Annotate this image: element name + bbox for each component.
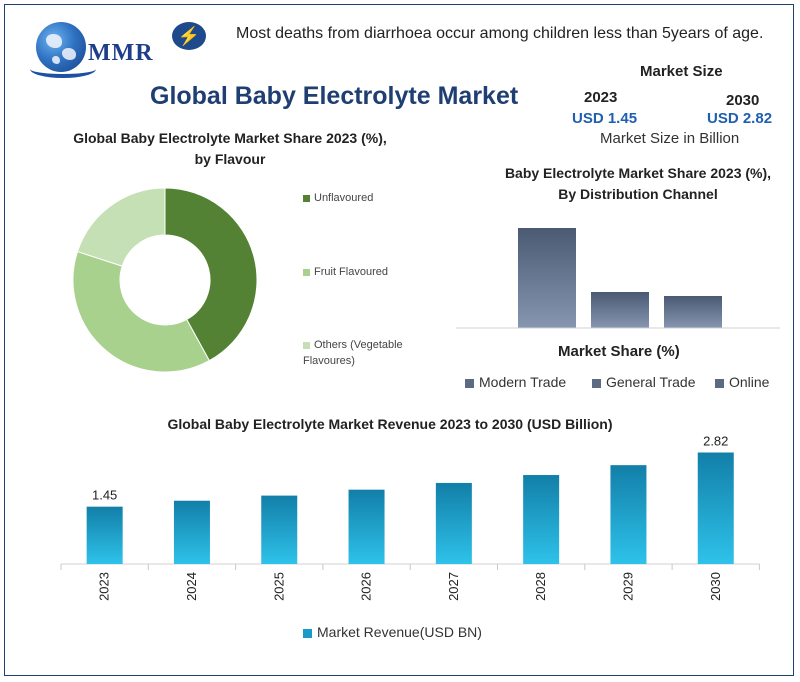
revenue-data-label: 2.82 — [703, 434, 728, 449]
legend-label: Others (Vegetable Flavoures) — [303, 339, 403, 367]
revenue-bar-2023 — [86, 506, 123, 564]
legend-swatch — [303, 341, 310, 349]
donut-slice-1 — [72, 250, 211, 373]
lightning-bolt-icon: ⚡ — [172, 22, 206, 50]
revenue-x-tick-label: 2029 — [620, 572, 635, 601]
revenue-data-label: 1.45 — [92, 488, 117, 503]
page-title: Global Baby Electrolyte Market — [150, 82, 519, 110]
market-size-title: Market Size — [640, 63, 723, 80]
channel-bar-1 — [591, 292, 649, 328]
market-size-year-start: 2023 — [584, 89, 618, 106]
legend-swatch — [303, 268, 310, 276]
revenue-bar-2025 — [261, 495, 298, 564]
logo-swoosh — [30, 60, 96, 78]
revenue-x-tick-label: 2030 — [708, 572, 723, 601]
revenue-legend-label: Market Revenue(USD BN) — [317, 624, 482, 640]
revenue-x-tick-label: 2028 — [533, 572, 548, 601]
channel-bar-0 — [518, 228, 576, 328]
market-size-year-end: 2030 — [726, 92, 760, 109]
revenue-legend-swatch — [303, 628, 312, 638]
revenue-bar-2024 — [173, 500, 210, 564]
revenue-bar-chart: 2023 1.45 2024 2025 2026 2027 2028 2029 2030 2.82 — [60, 434, 760, 601]
revenue-x-tick-label: 2023 — [97, 572, 112, 601]
revenue-x-tick-label: 2027 — [446, 572, 461, 601]
channel-legend-item: General Trade — [592, 374, 696, 390]
flavour-chart-title: Global Baby Electrolyte Market Share 202… — [73, 130, 387, 167]
revenue-legend: Market Revenue(USD BN) — [303, 624, 482, 640]
logo-text: MMR — [88, 40, 154, 66]
channel-bar-2 — [664, 296, 722, 328]
legend-swatch — [465, 378, 474, 388]
market-size-unit-note: Market Size in Billion — [600, 130, 740, 147]
donut-slice-2 — [76, 187, 166, 267]
legend-label: Modern Trade — [479, 374, 567, 390]
revenue-bar-2028 — [523, 475, 560, 564]
revenue-x-tick-label: 2024 — [184, 572, 199, 601]
channel-legend-item: Online — [715, 374, 769, 390]
revenue-x-tick-label: 2026 — [359, 572, 374, 601]
channel-legend-item: Modern Trade — [465, 374, 566, 390]
legend-swatch — [592, 378, 601, 388]
channel-x-axis-label: Market Share (%) — [558, 343, 680, 360]
flavour-legend-item: Others (Vegetable Flavoures) — [303, 337, 413, 369]
revenue-bar-2026 — [348, 489, 385, 564]
legend-label: Fruit Flavoured — [314, 266, 388, 278]
legend-label: General Trade — [606, 374, 696, 390]
donut-slice-0 — [164, 187, 258, 362]
revenue-bar-2030 — [697, 452, 734, 564]
legend-label: Unflavoured — [314, 192, 374, 204]
flavour-legend-item: Unflavoured — [303, 190, 413, 206]
revenue-x-tick-label: 2025 — [271, 572, 286, 601]
revenue-chart-title: Global Baby Electrolyte Market Revenue 2… — [167, 416, 613, 432]
flavour-donut-chart — [72, 187, 258, 373]
flavour-legend-item: Fruit Flavoured — [303, 264, 413, 280]
market-size-value-start: USD 1.45 — [572, 110, 638, 127]
revenue-bar-2027 — [435, 482, 472, 564]
legend-swatch — [715, 378, 724, 388]
channel-bar-chart — [456, 228, 780, 329]
legend-label: Online — [729, 374, 770, 390]
fact-text: Most deaths from diarrhoea occur among c… — [236, 25, 764, 42]
market-size-value-end: USD 2.82 — [707, 110, 773, 127]
revenue-bar-2029 — [610, 465, 647, 564]
legend-swatch — [303, 194, 310, 202]
channel-chart-title: Baby Electrolyte Market Share 2023 (%), … — [504, 165, 772, 202]
